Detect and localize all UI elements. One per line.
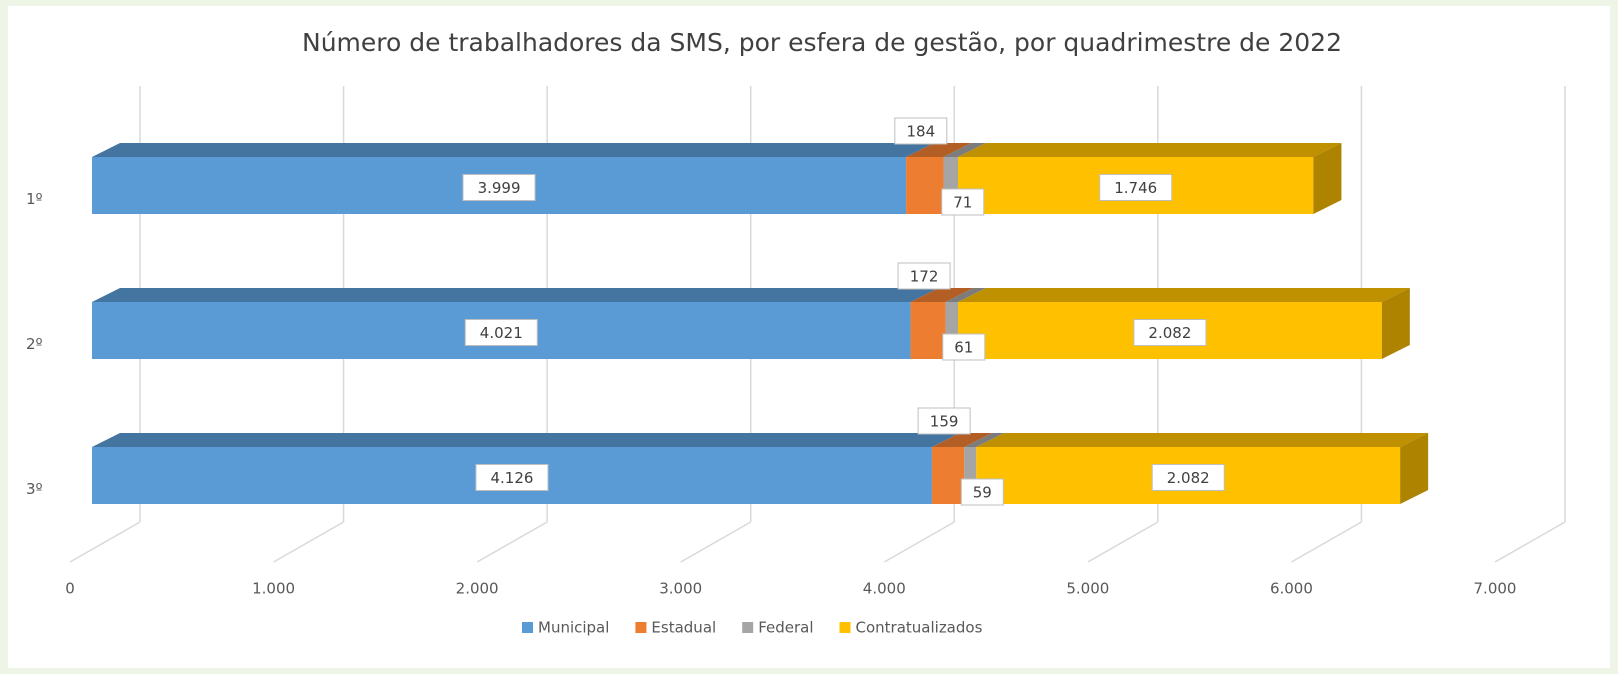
data-label-box [475, 464, 549, 491]
data-label: 184 [906, 123, 935, 141]
data-label-box [462, 174, 536, 201]
data-label-box [464, 319, 538, 346]
x-tick-label: 1.000 [252, 580, 295, 598]
legend-label: Contratualizados [856, 619, 983, 637]
grid-floor-line [1291, 521, 1362, 563]
data-label: 59 [973, 484, 992, 502]
chart-title: Número de trabalhadores da SMS, por esfe… [302, 28, 1342, 57]
bar-top [964, 433, 1005, 447]
legend-label: Municipal [538, 619, 609, 637]
bar-top [910, 288, 974, 302]
data-label: 4.126 [490, 469, 533, 487]
bar-top [943, 143, 986, 157]
data-label-box [1133, 319, 1207, 346]
bar-top [976, 433, 1429, 447]
data-label-box [897, 262, 951, 290]
data-label-box [1099, 174, 1173, 201]
bar [931, 447, 965, 504]
y-tick-label: 3º [26, 480, 43, 498]
bar-top [92, 288, 939, 302]
grid-floor-line [69, 521, 141, 563]
x-tick-label: 5.000 [1066, 580, 1109, 598]
x-tick-label: 4.000 [863, 580, 906, 598]
bar [906, 157, 944, 214]
bar-side [1313, 143, 1342, 214]
data-label: 1.746 [1114, 179, 1157, 197]
bar-top [945, 288, 986, 302]
bar [910, 302, 946, 359]
data-label: 2.082 [1148, 324, 1191, 342]
grid-floor-line [1494, 521, 1566, 563]
legend-swatch [839, 622, 851, 633]
x-tick-label: 0 [65, 580, 75, 598]
data-label: 71 [953, 194, 972, 212]
legend-label: Estadual [651, 619, 716, 637]
data-label-box [942, 333, 986, 361]
data-label: 61 [954, 339, 973, 357]
bar-top [931, 433, 993, 447]
bar-top [957, 288, 1410, 302]
bar-top [92, 433, 960, 447]
grid-floor-line [680, 521, 752, 563]
data-label: 2.082 [1167, 469, 1210, 487]
x-tick-label: 7.000 [1474, 580, 1517, 598]
grid-floor-line [883, 521, 955, 563]
bar-top [906, 143, 972, 157]
data-label-box [1151, 464, 1225, 491]
data-label-box [941, 188, 985, 216]
bar-side [1400, 433, 1429, 504]
legend-swatch [635, 622, 647, 633]
data-label: 4.021 [480, 324, 523, 342]
legend-label: Federal [758, 619, 813, 637]
bar-top [92, 143, 935, 157]
bar-top [957, 143, 1342, 157]
data-label-box [917, 407, 971, 435]
data-label-box [894, 117, 948, 145]
grid-floor-line [273, 521, 344, 563]
legend-swatch [742, 622, 754, 633]
grid-floor-line [1087, 521, 1159, 563]
data-label: 159 [930, 413, 959, 431]
data-label: 172 [910, 268, 939, 286]
y-tick-label: 2º [26, 335, 43, 353]
legend-swatch [522, 622, 533, 633]
y-tick-label: 1º [26, 190, 43, 208]
x-tick-label: 3.000 [659, 580, 702, 598]
data-label: 3.999 [478, 179, 521, 197]
bar-side [1381, 288, 1410, 359]
x-tick-label: 6.000 [1270, 580, 1313, 598]
grid-floor-line [476, 521, 548, 563]
data-label-box [960, 478, 1004, 506]
x-tick-label: 2.000 [456, 580, 499, 598]
